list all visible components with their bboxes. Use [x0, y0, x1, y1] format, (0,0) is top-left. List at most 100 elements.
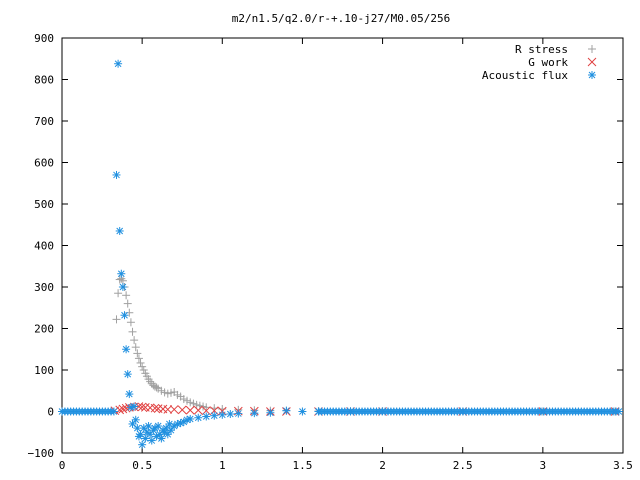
data-point — [136, 358, 145, 367]
data-point — [137, 402, 147, 412]
data-point — [118, 283, 127, 291]
plot-frame — [61, 37, 624, 454]
data-point — [179, 395, 188, 404]
data-point — [250, 409, 259, 418]
data-point — [139, 366, 148, 374]
y-tick-label: 300 — [34, 281, 54, 294]
data-point — [146, 377, 155, 386]
data-point — [118, 404, 128, 414]
data-point — [115, 405, 125, 415]
data-point — [125, 390, 134, 399]
legend-entry: Acoustic flux — [482, 69, 596, 82]
data-point — [266, 408, 275, 417]
data-point — [130, 336, 139, 345]
x-tick-label: 2 — [379, 459, 386, 472]
x-tick-label: 3.5 — [613, 459, 633, 472]
data-point — [186, 414, 195, 423]
data-point — [157, 386, 166, 395]
x-tick-label: 2.5 — [453, 459, 473, 472]
data-point — [194, 413, 203, 422]
data-point — [152, 383, 161, 392]
data-point — [123, 370, 132, 379]
data-point — [218, 410, 227, 419]
series-layer — [58, 59, 623, 449]
data-point — [179, 417, 188, 426]
y-tick-label: 200 — [34, 323, 54, 336]
data-point — [234, 409, 243, 418]
data-point — [185, 405, 195, 415]
x-tick-label: 1 — [219, 459, 226, 472]
data-point — [154, 384, 163, 393]
data-point — [157, 434, 166, 443]
data-point — [114, 59, 123, 68]
data-point — [150, 382, 159, 391]
data-point — [166, 388, 175, 397]
data-point — [149, 381, 158, 390]
data-point — [298, 407, 307, 416]
data-point — [117, 269, 126, 278]
y-tick-label: 400 — [34, 240, 54, 253]
data-point — [122, 291, 131, 300]
y-tick-label: −100 — [28, 447, 55, 460]
data-point — [131, 415, 140, 424]
data-point — [138, 362, 147, 371]
data-point — [226, 409, 235, 418]
data-point — [120, 311, 129, 320]
y-tick-label: 0 — [47, 406, 54, 419]
legend-marker — [588, 45, 596, 53]
data-point — [210, 411, 219, 420]
y-tick-label: 800 — [34, 74, 54, 87]
data-point — [177, 405, 187, 415]
data-point — [133, 349, 142, 358]
legend-entry: R stress — [515, 43, 596, 56]
data-point — [163, 389, 172, 398]
data-point — [138, 440, 147, 449]
legend-entry: G work — [528, 56, 597, 69]
y-tick-label: 700 — [34, 115, 54, 128]
legend-label: G work — [528, 56, 568, 69]
data-point — [202, 412, 211, 421]
data-point — [193, 405, 203, 415]
data-point — [142, 428, 151, 437]
data-point — [131, 343, 140, 352]
legend-marker — [588, 71, 596, 79]
y-tick-label: 500 — [34, 198, 54, 211]
data-point — [186, 398, 195, 407]
y-tick-label: 100 — [34, 364, 54, 377]
y-tick-label: 900 — [34, 32, 54, 45]
legend-label: R stress — [515, 43, 568, 56]
data-point — [130, 402, 139, 411]
data-point — [183, 396, 192, 405]
data-point — [163, 405, 173, 414]
data-point — [114, 289, 123, 298]
x-tick-label: 0 — [59, 459, 66, 472]
x-tick-label: 1.5 — [292, 459, 312, 472]
data-point — [614, 407, 623, 416]
data-point — [128, 327, 137, 336]
legend-label: Acoustic flux — [482, 69, 568, 82]
data-point — [112, 315, 121, 324]
data-point — [199, 402, 208, 411]
data-point — [192, 400, 201, 409]
data-point — [150, 403, 160, 413]
data-point — [169, 405, 179, 414]
data-point — [166, 426, 175, 435]
data-point — [126, 318, 135, 327]
data-point — [163, 430, 172, 439]
x-tick-label: 0.5 — [132, 459, 152, 472]
data-point — [115, 275, 124, 284]
data-point — [112, 170, 121, 179]
data-point — [134, 354, 143, 363]
data-point — [123, 299, 132, 308]
data-point — [122, 345, 131, 354]
axis-ticks: 0 0.5 1 1.5 2 2.5 3 3.5 −100 0 100 200 300 400 500 600 7… — [28, 32, 633, 472]
data-point — [146, 430, 155, 439]
series-1 — [112, 274, 619, 416]
data-point — [109, 407, 118, 416]
data-point — [173, 390, 182, 399]
data-point — [115, 226, 124, 235]
chart-title: m2/n1.5/q2.0/r-+.10-j27/M0.05/256 — [232, 12, 451, 25]
y-tick-label: 600 — [34, 157, 54, 170]
